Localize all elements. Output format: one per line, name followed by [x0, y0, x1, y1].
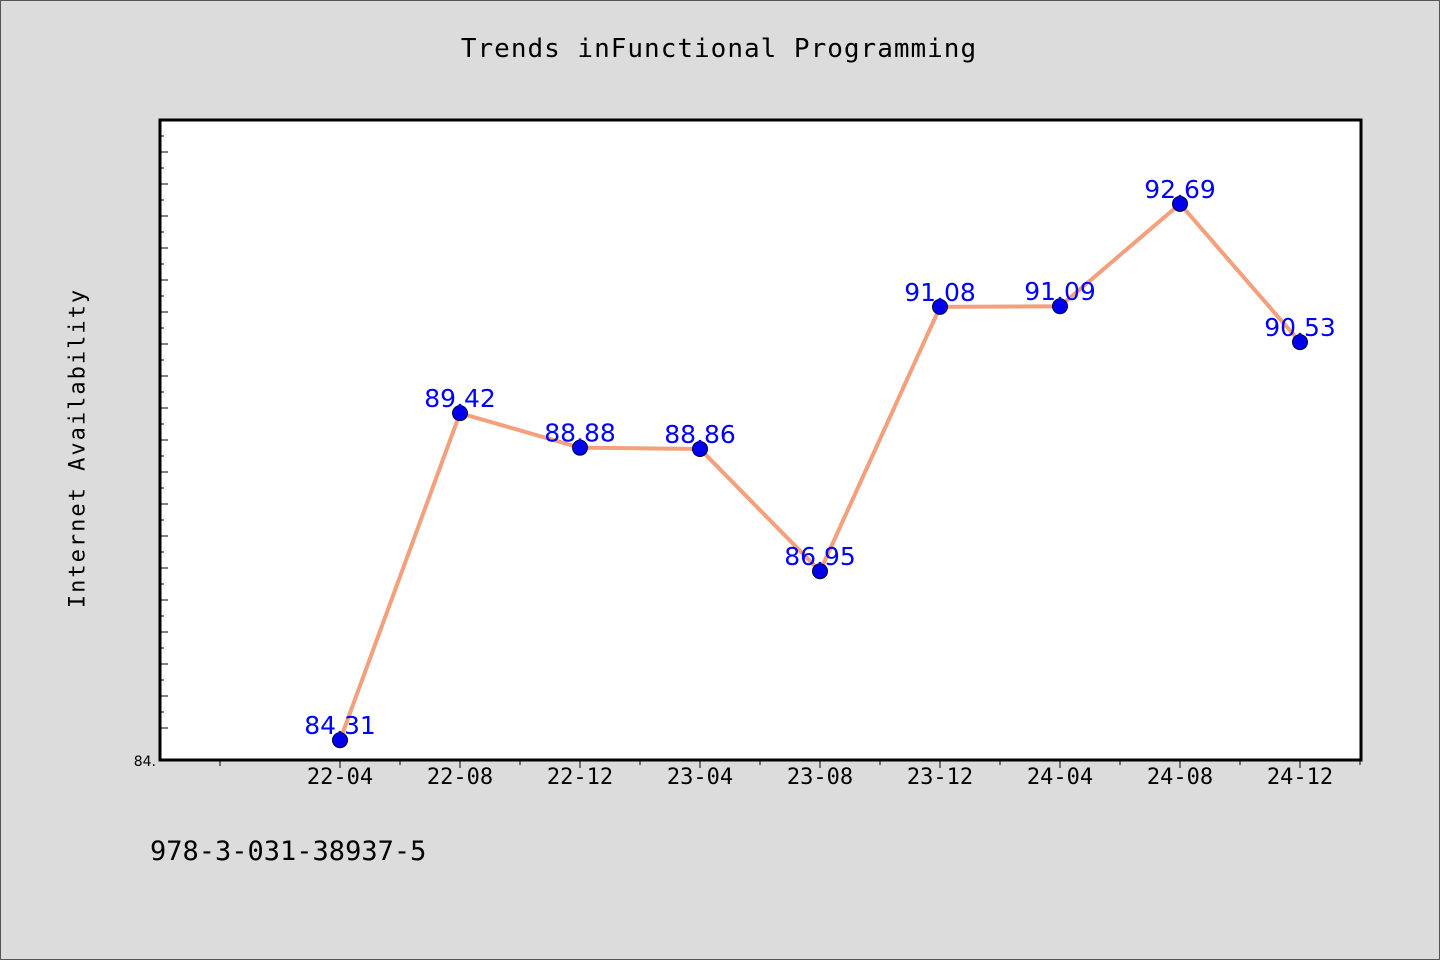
data-label: 84.31	[304, 711, 376, 740]
data-label: 86.95	[784, 542, 856, 571]
chart-title: Trends inFunctional Programming	[460, 34, 978, 64]
x-tick-label: 22-08	[427, 765, 493, 790]
data-label: 92.69	[1144, 175, 1216, 204]
x-tick-label: 22-12	[547, 765, 613, 790]
data-point	[1172, 195, 1188, 212]
series-group: 84.31 89.42 88.88 88.86 86.95 91.08 91.09 92.69…	[304, 175, 1336, 749]
data-point	[452, 405, 468, 422]
x-axis-ticks: 22-04 22-08 22-12 23-04 23-08 23-12 24-04 24-08…	[219, 760, 1361, 790]
x-tick-label: 24-04	[1027, 765, 1093, 790]
data-point	[572, 439, 588, 456]
x-tick-label: 24-12	[1267, 765, 1333, 790]
data-label: 90.53	[1264, 313, 1336, 342]
y-axis-ticks	[160, 135, 168, 729]
data-label: 88.88	[544, 419, 616, 448]
data-label: 89.42	[424, 384, 496, 413]
isbn-footer: 978-3-031-38937-5	[150, 836, 427, 867]
x-tick-label: 23-08	[787, 765, 853, 790]
data-point	[812, 563, 828, 580]
data-point	[932, 298, 948, 315]
data-point	[1292, 334, 1308, 351]
data-point	[692, 440, 708, 457]
data-label: 88.86	[664, 420, 736, 449]
x-tick-label: 24-08	[1147, 765, 1213, 790]
data-point	[1052, 298, 1068, 315]
data-point	[332, 732, 348, 749]
y-axis-min-label: 84.	[134, 754, 156, 770]
x-tick-label: 23-12	[907, 765, 973, 790]
data-label: 91.08	[904, 278, 976, 307]
plot-area	[158, 118, 1363, 762]
x-tick-label: 22-04	[307, 765, 373, 790]
x-tick-label: 23-04	[667, 765, 733, 790]
data-label: 91.09	[1024, 277, 1096, 306]
